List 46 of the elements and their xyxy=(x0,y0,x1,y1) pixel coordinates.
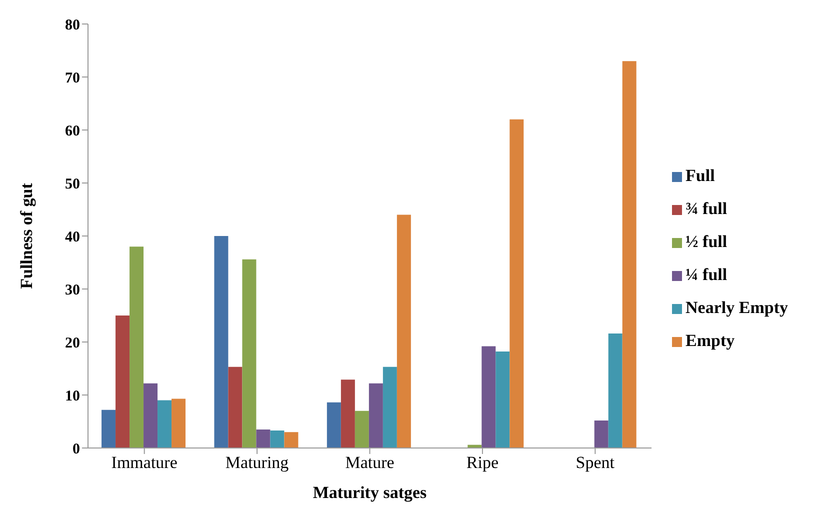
bar xyxy=(482,346,496,448)
legend-label: Full xyxy=(686,166,715,185)
y-tick-label: 60 xyxy=(65,123,80,140)
y-tick-label: 70 xyxy=(65,70,80,86)
bar xyxy=(116,316,130,448)
x-tick-label: Maturing xyxy=(225,453,290,472)
bar xyxy=(242,259,256,448)
legend-label: ¾ full xyxy=(686,199,728,218)
y-tick-label: 80 xyxy=(65,17,80,34)
bar xyxy=(326,402,341,448)
bar xyxy=(270,430,284,448)
x-axis-title: Maturity satges xyxy=(312,483,428,502)
y-tick-label: 50 xyxy=(65,176,80,192)
legend-label: Empty xyxy=(686,331,735,350)
bar xyxy=(622,61,636,448)
bar xyxy=(102,410,116,448)
x-tick-label: Spent xyxy=(576,453,615,472)
bar xyxy=(496,352,510,448)
bar xyxy=(284,432,298,448)
legend-label: ½ full xyxy=(686,232,728,251)
y-tick-label: 20 xyxy=(65,335,80,352)
legend-label: Nearly Empty xyxy=(686,298,788,317)
bar xyxy=(130,246,144,448)
bar xyxy=(172,398,186,448)
bar xyxy=(158,400,172,448)
bar xyxy=(368,383,383,448)
bar xyxy=(382,366,397,448)
bar xyxy=(510,119,524,448)
y-tick-label: 0 xyxy=(72,441,80,458)
bar xyxy=(608,334,622,448)
bar xyxy=(214,236,228,448)
x-tick-label: Ripe xyxy=(466,453,499,472)
x-tick-label: Mature xyxy=(345,453,394,472)
legend-label: ¼ full xyxy=(686,265,728,284)
bar xyxy=(340,380,355,448)
y-tick-label: 40 xyxy=(65,229,80,246)
x-tick-label: Immature xyxy=(111,453,178,472)
bar xyxy=(228,366,242,448)
bar xyxy=(256,429,270,448)
y-axis-title: Fullness of gut xyxy=(17,182,36,289)
y-tick-label: 10 xyxy=(65,388,80,404)
bar xyxy=(144,383,158,448)
bar xyxy=(354,410,369,448)
bar xyxy=(396,214,411,448)
bar xyxy=(594,420,608,448)
y-tick-label: 30 xyxy=(65,282,80,298)
